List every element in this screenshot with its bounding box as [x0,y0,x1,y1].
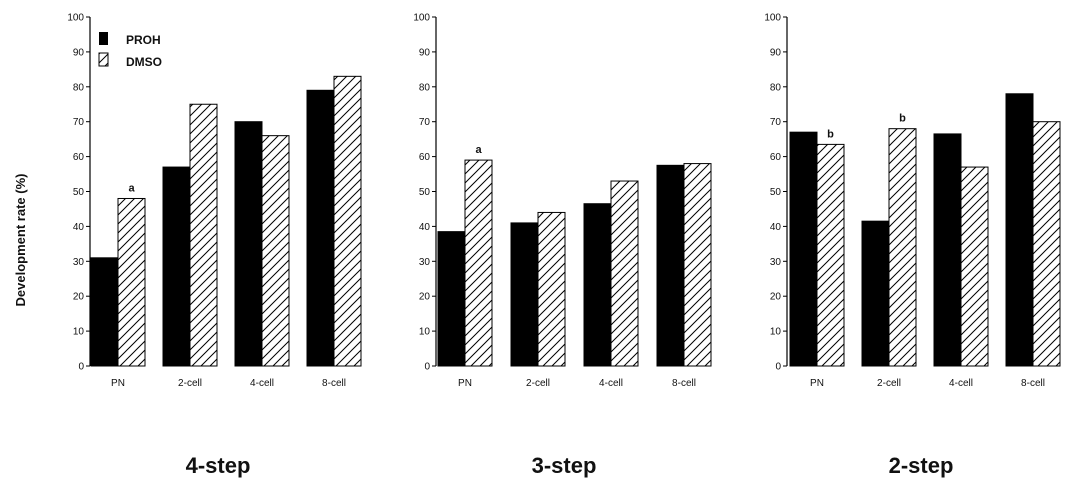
bar-dmso-pn [464,159,493,367]
chart-panel-3: 0 10 20 30 40 50 60 70 80 90 100 PN 2-cell 4-cell 8-ce… [764,13,1061,478]
legend-label-proh: PROH [126,33,161,47]
y-tick-label: 40 [770,222,782,233]
bar-proh-pn [437,231,466,367]
y-tick-label: 100 [413,13,430,24]
significance-annotation: b [827,128,834,140]
significance-annotation: b [899,113,906,125]
bar-proh-4-cell [234,121,263,367]
y-tick-label: 70 [770,117,782,128]
bar-proh-2-cell [861,220,890,367]
y-tick-label: 90 [73,47,85,58]
y-tick-label: 100 [67,13,84,24]
legend-label-dmso: DMSO [126,55,162,69]
y-tick-label: 70 [419,117,431,128]
bar-proh-2-cell [510,222,539,367]
y-axis-label: Development rate (%) [13,174,28,307]
bar-dmso-4-cell [261,135,290,367]
y-tick-label: 80 [73,82,85,93]
x-tick-label: 8-cell [672,378,696,389]
x-tick-label: 4-cell [599,378,623,389]
y-tick-label: 90 [770,47,782,58]
legend-swatch-proh [99,32,108,45]
panel-title: 2-step [889,453,954,478]
x-tick-label: PN [458,378,472,389]
bar-dmso-8-cell [333,75,362,367]
y-tick-label: 20 [419,292,431,303]
y-tick-label: 70 [73,117,85,128]
x-tick-label: 2-cell [877,378,901,389]
significance-annotation: a [128,182,135,194]
bar-proh-pn [90,257,119,367]
legend: PROH DMSO [98,32,162,69]
x-tick-label: 8-cell [1021,378,1045,389]
y-tick-label: 80 [770,82,782,93]
significance-annotation: a [475,144,482,156]
bar-dmso-pn [117,197,146,367]
x-tick-label: 4-cell [949,378,973,389]
bar-proh-8-cell [306,89,335,367]
y-tick-label: 30 [73,257,85,268]
y-tick-label: 10 [770,327,782,338]
x-tick-label: 2-cell [526,378,550,389]
bar-dmso-8-cell [1032,121,1061,367]
bar-dmso-pn [816,143,845,367]
bar-proh-pn [789,131,818,367]
y-tick-label: 10 [73,327,85,338]
y-tick-label: 30 [419,257,431,268]
chart-panel-2: 0 10 20 30 40 50 60 70 80 90 100 PN 2-cell 4-cell 8-ce… [413,13,712,478]
x-tick-label: 8-cell [322,378,346,389]
y-tick-label: 0 [775,362,781,373]
y-tick-label: 100 [764,13,781,24]
bar-proh-4-cell [583,203,612,367]
x-tick-label: PN [810,378,824,389]
x-tick-label: 4-cell [250,378,274,389]
y-tick-label: 40 [419,222,431,233]
x-tick-label: 2-cell [178,378,202,389]
y-tick-label: 0 [424,362,430,373]
x-tick-label: PN [111,378,125,389]
y-tick-label: 60 [770,152,782,163]
bar-dmso-2-cell [189,103,218,367]
chart-panel-1: 0 10 20 30 40 50 60 70 80 90 100 PN 2-cell 4-cell 8-ce… [67,13,362,478]
bar-dmso-8-cell [683,163,712,367]
y-tick-label: 60 [419,152,431,163]
y-tick-label: 30 [770,257,782,268]
panel-title: 3-step [532,453,597,478]
y-tick-label: 50 [73,187,85,198]
bar-proh-8-cell [1005,93,1034,367]
y-tick-label: 50 [419,187,431,198]
bar-dmso-4-cell [610,180,639,367]
bar-proh-8-cell [656,164,685,367]
y-tick-label: 40 [73,222,85,233]
y-tick-label: 0 [78,362,84,373]
y-tick-label: 50 [770,187,782,198]
bar-proh-2-cell [162,166,191,367]
y-tick-label: 20 [770,292,782,303]
bar-dmso-2-cell [537,211,566,367]
bar-proh-4-cell [933,133,962,367]
y-tick-label: 90 [419,47,431,58]
y-tick-label: 10 [419,327,431,338]
bar-dmso-2-cell [888,128,917,367]
legend-swatch-dmso [98,52,109,67]
panel-title: 4-step [186,453,251,478]
y-tick-label: 60 [73,152,85,163]
y-tick-label: 20 [73,292,85,303]
bar-dmso-4-cell [960,166,989,367]
y-tick-label: 80 [419,82,431,93]
